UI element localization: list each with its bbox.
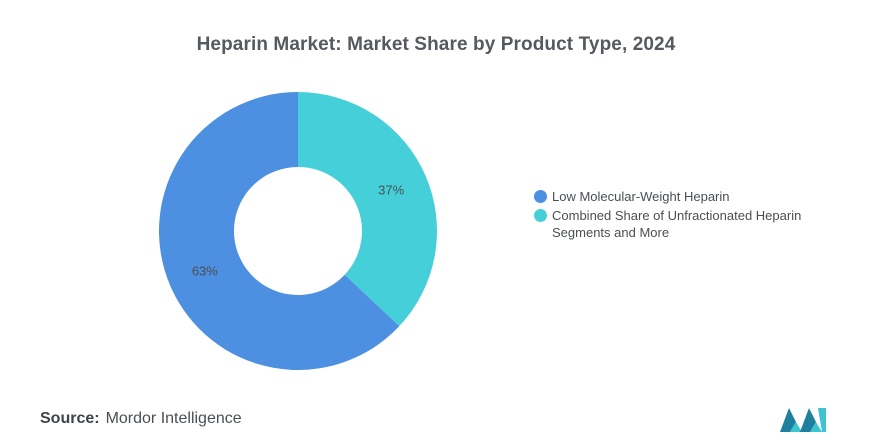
- source-text: Mordor Intelligence: [105, 410, 242, 427]
- legend-item-lmwh: Low Molecular-Weight Heparin: [534, 188, 854, 205]
- legend-item-ufh: Combined Share of Unfractionated Heparin…: [534, 207, 854, 241]
- slice-label-lmwh: 63%: [192, 263, 218, 278]
- slice-label-ufh: 37%: [378, 183, 404, 198]
- legend-swatch-lmwh: [534, 190, 547, 203]
- legend: Low Molecular-Weight Heparin Combined Sh…: [534, 188, 854, 243]
- source-label: Source:: [40, 410, 100, 427]
- legend-label-lmwh: Low Molecular-Weight Heparin: [552, 189, 730, 204]
- slice-labels: 37% 63%: [192, 183, 405, 279]
- source-line: Source: Mordor Intelligence: [40, 410, 242, 428]
- slice-lmwh: [159, 92, 400, 370]
- chart-title: Heparin Market: Market Share by Product …: [196, 34, 676, 55]
- legend-swatch-ufh: [534, 209, 547, 222]
- donut-slices: [159, 92, 438, 370]
- mordor-intelligence-logo: [780, 408, 826, 432]
- slice-ufh: [298, 92, 438, 327]
- legend-label-ufh: Combined Share of Unfractionated Heparin…: [552, 208, 802, 240]
